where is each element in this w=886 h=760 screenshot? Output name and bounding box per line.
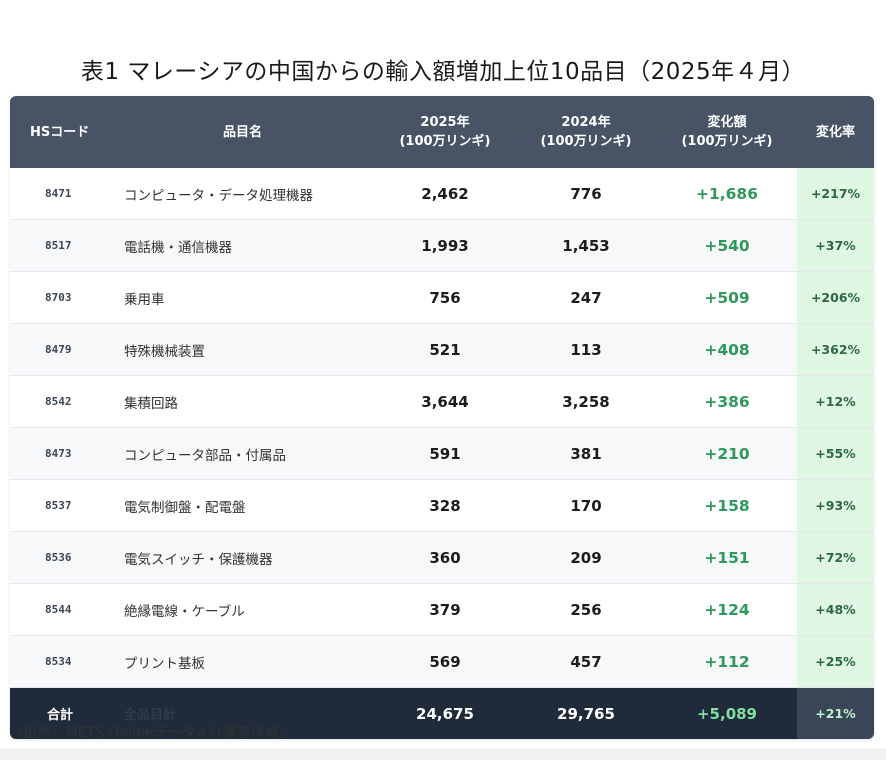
item-name-cell: 絶縁電線・ケーブル bbox=[110, 583, 375, 636]
header-row: HSコード 品目名 2025年 (100万リンギ) 2024年 (100万リンギ… bbox=[10, 96, 874, 168]
item-name-cell: プリント基板 bbox=[110, 635, 375, 688]
hs-code-cell: 8703 bbox=[10, 271, 110, 324]
table-title: 表1 マレーシアの中国からの輸入額増加上位10品目（2025年４月） bbox=[80, 59, 806, 85]
header-change-rate: 変化率 bbox=[797, 96, 874, 168]
change-amount-cell: +540 bbox=[657, 219, 797, 272]
total-label: 合計 bbox=[10, 687, 110, 739]
bottom-strip bbox=[0, 748, 886, 760]
table-row: 8534 プリント基板 569 457 +112 +25% bbox=[10, 635, 874, 688]
value-2025-cell: 2,462 bbox=[375, 168, 515, 220]
change-rate-cell: +362% bbox=[797, 323, 874, 376]
value-2025-cell: 3,644 bbox=[375, 375, 515, 428]
change-rate-cell: +72% bbox=[797, 531, 874, 584]
import-table-container: HSコード 品目名 2025年 (100万リンギ) 2024年 (100万リンギ… bbox=[10, 96, 874, 739]
table-row: 8703 乗用車 756 247 +509 +206% bbox=[10, 271, 874, 324]
total-item-name: 全品目計 bbox=[110, 687, 375, 739]
header-2025-unit: (100万リンギ) bbox=[399, 134, 491, 149]
header-change-amount: 変化額 (100万リンギ) bbox=[657, 96, 797, 168]
value-2024-cell: 1,453 bbox=[515, 219, 657, 272]
change-amount-cell: +158 bbox=[657, 479, 797, 532]
item-name-cell: 乗用車 bbox=[110, 271, 375, 324]
change-amount-cell: +1,686 bbox=[657, 168, 797, 220]
value-2025-cell: 379 bbox=[375, 583, 515, 636]
header-change-amount-unit: (100万リンギ) bbox=[681, 134, 773, 149]
hs-code-cell: 8534 bbox=[10, 635, 110, 688]
hs-code-cell: 8536 bbox=[10, 531, 110, 584]
item-name-cell: コンピュータ部品・付属品 bbox=[110, 427, 375, 480]
value-2024-cell: 776 bbox=[515, 168, 657, 220]
header-hs-code: HSコード bbox=[10, 96, 110, 168]
change-amount-cell: +509 bbox=[657, 271, 797, 324]
item-name-cell: 電気制御盤・配電盤 bbox=[110, 479, 375, 532]
table-row: 8537 電気制御盤・配電盤 328 170 +158 +93% bbox=[10, 479, 874, 532]
total-change-amount: +5,089 bbox=[657, 687, 797, 739]
change-rate-cell: +55% bbox=[797, 427, 874, 480]
value-2024-cell: 209 bbox=[515, 531, 657, 584]
table-row: 8536 電気スイッチ・保護機器 360 209 +151 +72% bbox=[10, 531, 874, 584]
value-2025-cell: 1,993 bbox=[375, 219, 515, 272]
table-footer: 合計 全品目計 24,675 29,765 +5,089 +21% bbox=[10, 687, 874, 739]
value-2025-cell: 521 bbox=[375, 323, 515, 376]
header-2024-unit: (100万リンギ) bbox=[540, 134, 632, 149]
total-change-rate: +21% bbox=[797, 687, 874, 739]
hs-code-cell: 8471 bbox=[10, 168, 110, 220]
table-row: 8544 絶縁電線・ケーブル 379 256 +124 +48% bbox=[10, 583, 874, 636]
import-table: HSコード 品目名 2025年 (100万リンギ) 2024年 (100万リンギ… bbox=[10, 96, 874, 739]
change-rate-cell: +12% bbox=[797, 375, 874, 428]
value-2024-cell: 457 bbox=[515, 635, 657, 688]
change-amount-cell: +408 bbox=[657, 323, 797, 376]
total-value-2024: 29,765 bbox=[515, 687, 657, 739]
value-2025-cell: 569 bbox=[375, 635, 515, 688]
table-row: 8542 集積回路 3,644 3,258 +386 +12% bbox=[10, 375, 874, 428]
source-note: (出所）METS Onlineデータより筆者作成。 bbox=[18, 725, 294, 741]
table-row: 8473 コンピュータ部品・付属品 591 381 +210 +55% bbox=[10, 427, 874, 480]
header-2025: 2025年 (100万リンギ) bbox=[375, 96, 515, 168]
change-amount-cell: +210 bbox=[657, 427, 797, 480]
value-2025-cell: 756 bbox=[375, 271, 515, 324]
table-header: HSコード 品目名 2025年 (100万リンギ) 2024年 (100万リンギ… bbox=[10, 96, 874, 168]
value-2024-cell: 256 bbox=[515, 583, 657, 636]
change-rate-cell: +206% bbox=[797, 271, 874, 324]
change-amount-cell: +386 bbox=[657, 375, 797, 428]
hs-code-cell: 8473 bbox=[10, 427, 110, 480]
total-value-2025: 24,675 bbox=[375, 687, 515, 739]
header-2024-label: 2024年 bbox=[561, 115, 611, 130]
change-amount-cell: +124 bbox=[657, 583, 797, 636]
table-row: 8517 電話機・通信機器 1,993 1,453 +540 +37% bbox=[10, 219, 874, 272]
header-change-amount-label: 変化額 bbox=[707, 115, 747, 130]
header-2024: 2024年 (100万リンギ) bbox=[515, 96, 657, 168]
table-body: 8471 コンピュータ・データ処理機器 2,462 776 +1,686 +21… bbox=[10, 168, 874, 688]
hs-code-cell: 8542 bbox=[10, 375, 110, 428]
item-name-cell: 電気スイッチ・保護機器 bbox=[110, 531, 375, 584]
value-2025-cell: 328 bbox=[375, 479, 515, 532]
header-2025-label: 2025年 bbox=[420, 115, 470, 130]
change-rate-cell: +93% bbox=[797, 479, 874, 532]
value-2024-cell: 381 bbox=[515, 427, 657, 480]
total-row: 合計 全品目計 24,675 29,765 +5,089 +21% bbox=[10, 687, 874, 739]
table-row: 8479 特殊機械装置 521 113 +408 +362% bbox=[10, 323, 874, 376]
change-amount-cell: +151 bbox=[657, 531, 797, 584]
change-rate-cell: +25% bbox=[797, 635, 874, 688]
item-name-cell: コンピュータ・データ処理機器 bbox=[110, 168, 375, 220]
value-2025-cell: 591 bbox=[375, 427, 515, 480]
value-2025-cell: 360 bbox=[375, 531, 515, 584]
change-rate-cell: +217% bbox=[797, 168, 874, 220]
change-rate-cell: +48% bbox=[797, 583, 874, 636]
table-row: 8471 コンピュータ・データ処理機器 2,462 776 +1,686 +21… bbox=[10, 168, 874, 220]
hs-code-cell: 8537 bbox=[10, 479, 110, 532]
item-name-cell: 電話機・通信機器 bbox=[110, 219, 375, 272]
value-2024-cell: 170 bbox=[515, 479, 657, 532]
hs-code-cell: 8544 bbox=[10, 583, 110, 636]
value-2024-cell: 3,258 bbox=[515, 375, 657, 428]
value-2024-cell: 247 bbox=[515, 271, 657, 324]
item-name-cell: 集積回路 bbox=[110, 375, 375, 428]
hs-code-cell: 8517 bbox=[10, 219, 110, 272]
header-item-name: 品目名 bbox=[110, 96, 375, 168]
value-2024-cell: 113 bbox=[515, 323, 657, 376]
change-rate-cell: +37% bbox=[797, 219, 874, 272]
change-amount-cell: +112 bbox=[657, 635, 797, 688]
hs-code-cell: 8479 bbox=[10, 323, 110, 376]
item-name-cell: 特殊機械装置 bbox=[110, 323, 375, 376]
